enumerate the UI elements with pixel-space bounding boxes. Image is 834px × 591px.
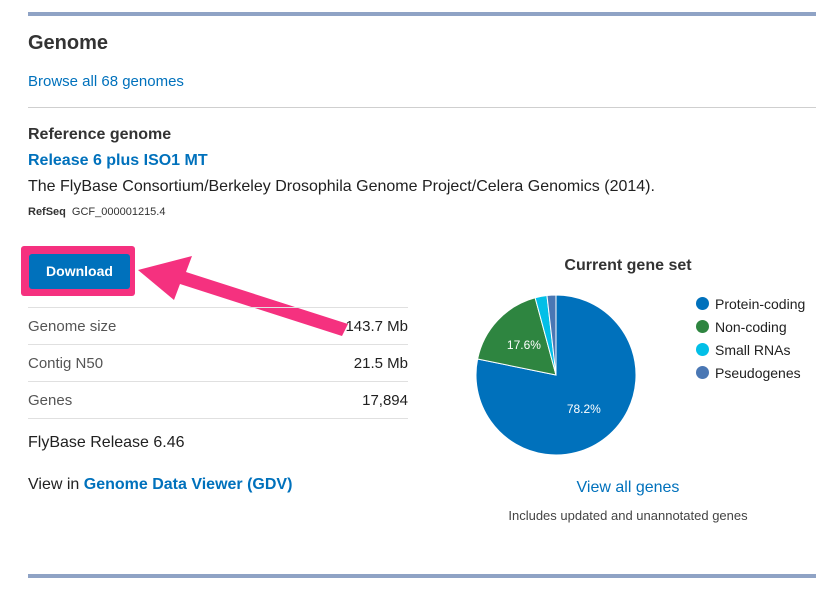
legend-item: Non-coding [696,315,805,338]
stat-label: Contig N50 [28,354,104,372]
download-button[interactable]: Download [29,254,130,289]
stat-row-contig-n50: Contig N50 21.5 Mb [28,344,408,381]
legend-dot-icon [696,366,709,379]
gene-set-pie-chart: 78.2% 17.6% [475,294,637,456]
refseq-label: RefSeq [28,206,66,218]
legend-item: Pseudogenes [696,361,805,384]
refseq-line: RefSeq GCF_000001215.4 [28,206,165,218]
legend-item: Protein-coding [696,292,805,315]
top-rule [28,12,816,16]
section-title: Genome [28,32,109,54]
reference-genome-heading: Reference genome [28,126,172,143]
viewer-line: View in Genome Data Viewer (GDV) [28,476,292,494]
chart-title: Current gene set [564,257,692,274]
bottom-rule [28,574,816,578]
genome-stats-table: Genome size 143.7 Mb Contig N50 21.5 Mb … [28,307,408,419]
pie-slice-pseudogenes [546,294,557,376]
legend-label: Small RNAs [715,341,791,358]
release-link[interactable]: Release 6 plus ISO1 MT [28,152,208,169]
chart-legend: Protein-coding Non-coding Small RNAs Pseudo… [696,292,805,384]
legend-label: Non-coding [715,318,787,335]
legend-dot-icon [696,343,709,356]
pie-data-label: 78.2% [567,402,601,416]
stat-value: 143.7 Mb [345,317,408,335]
gdv-link[interactable]: Genome Data Viewer (GDV) [83,476,293,493]
viewer-prefix: View in [28,476,80,493]
pie-data-label: 17.6% [507,338,541,352]
stat-value: 17,894 [362,391,408,409]
legend-dot-icon [696,297,709,310]
legend-dot-icon [696,320,709,333]
annotation-arrow-icon [138,256,348,336]
legend-label: Protein-coding [715,295,806,312]
divider [28,107,816,108]
includes-note: Includes updated and unannotated genes [508,508,748,523]
stat-label: Genes [28,391,73,409]
stat-row-genome-size: Genome size 143.7 Mb [28,307,408,344]
refseq-accession: GCF_000001215.4 [71,206,166,218]
stat-row-genes: Genes 17,894 [28,381,408,419]
citation-text: The FlyBase Consortium/Berkeley Drosophi… [28,178,655,195]
browse-genomes-link[interactable]: Browse all 68 genomes [28,73,184,90]
view-all-genes-link[interactable]: View all genes [576,479,680,496]
stat-value: 21.5 Mb [353,354,408,372]
pie-slice-non-coding [477,297,557,376]
legend-item: Small RNAs [696,338,805,361]
flybase-release: FlyBase Release 6.46 [28,434,185,451]
legend-label: Pseudogenes [715,364,801,381]
stat-label: Genome size [28,317,117,335]
